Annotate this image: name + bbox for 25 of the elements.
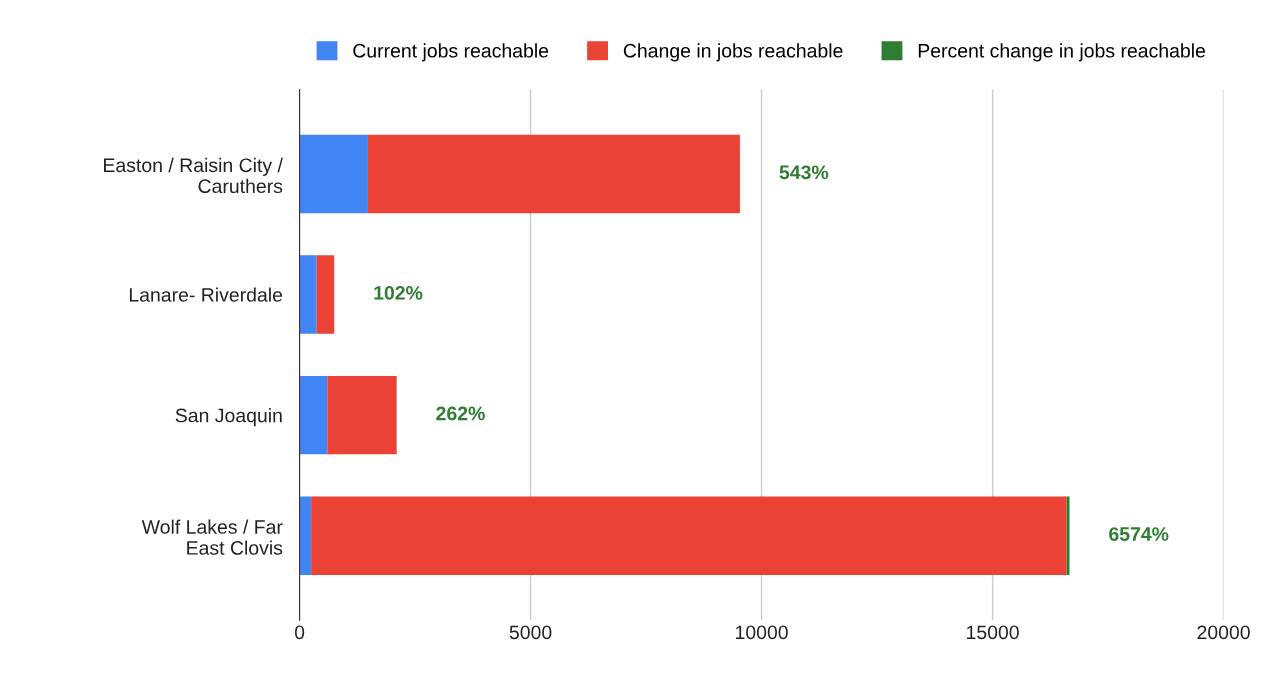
data-label: 262% bbox=[436, 406, 485, 421]
x-tick-label: 10000 bbox=[736, 625, 788, 640]
x-tick-label: 5000 bbox=[509, 625, 552, 640]
bar bbox=[299, 375, 328, 455]
bar bbox=[299, 496, 312, 575]
data-label: 102% bbox=[374, 286, 423, 300]
legend-label: Percent change in jobs reachable bbox=[918, 43, 1206, 62]
legend-label: Current jobs reachable bbox=[353, 43, 549, 62]
x-tick-label: 0 bbox=[294, 625, 305, 640]
bar bbox=[299, 255, 317, 334]
data-label: 6574% bbox=[1109, 527, 1169, 541]
bar bbox=[1066, 496, 1070, 575]
bar bbox=[367, 134, 740, 214]
bar bbox=[299, 134, 368, 214]
y-tick-label: Wolf Lakes / Far East Clovis bbox=[141, 519, 283, 555]
y-tick-label: San Joaquin bbox=[175, 408, 282, 427]
x-tick-label: 20000 bbox=[1197, 625, 1250, 640]
bar bbox=[327, 375, 397, 455]
x-tick-label: 15000 bbox=[967, 625, 1019, 640]
data-label: 543% bbox=[779, 165, 829, 180]
bar bbox=[311, 496, 1067, 575]
y-tick-label: Lanare- Riverdale bbox=[129, 287, 283, 302]
y-tick-label: Easton / Raisin City / Caruthers bbox=[104, 157, 283, 194]
bar bbox=[316, 255, 335, 334]
legend-label: Change in jobs reachable bbox=[623, 43, 843, 62]
